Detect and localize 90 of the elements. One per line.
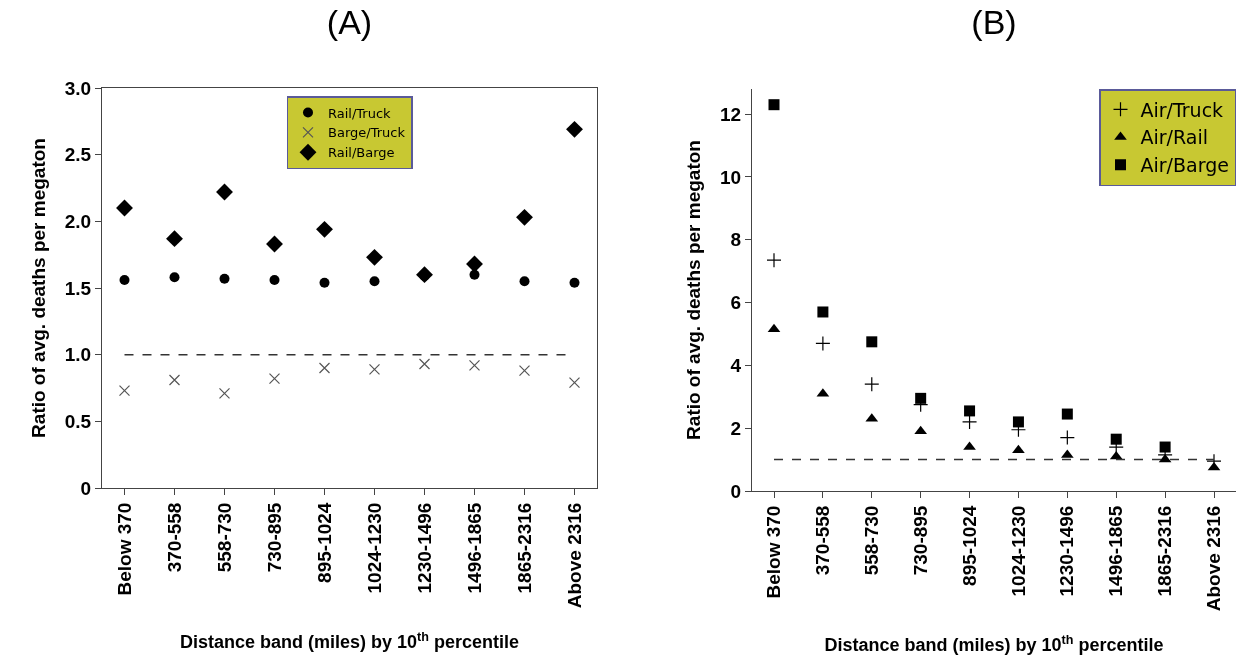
x-tick-label: Below 370 (763, 505, 785, 599)
x-tick-label: 895-1024 (958, 505, 980, 586)
legend-label: Air/Barge (1140, 154, 1229, 177)
x-tick-label: Below 370 (113, 502, 135, 596)
point (366, 248, 383, 266)
point (468, 359, 481, 371)
point (266, 235, 283, 253)
point (1061, 408, 1073, 420)
point (864, 376, 880, 392)
point (318, 362, 331, 374)
x-tick-label: 1496-1865 (1105, 505, 1127, 597)
x-tick-label: 895-1024 (313, 502, 335, 583)
point (268, 373, 281, 385)
x-axis-title: Distance band (miles) by 10$^{th}$ percentile (824, 632, 1164, 656)
point (316, 220, 333, 238)
chart-title: (A) (326, 2, 373, 41)
x-tick-label: Above 2316 (1203, 505, 1225, 612)
y-tick-label: 8 (730, 229, 742, 251)
point (168, 374, 181, 386)
x-tick-label: 1230-1496 (413, 502, 435, 594)
y-tick-label: 0.5 (64, 410, 92, 432)
y-tick-label: 4 (730, 355, 742, 377)
point (469, 269, 480, 280)
y-tick-label: 2.0 (64, 210, 92, 232)
y-tick-label: 2.5 (64, 144, 92, 166)
point (418, 358, 431, 370)
point (519, 276, 530, 287)
x-tick-label: 370-558 (163, 502, 185, 573)
legend-label: Rail/Truck (328, 105, 392, 121)
point (568, 377, 581, 389)
y-tick-label: 0 (80, 477, 92, 499)
y-tick-label: 3.0 (64, 77, 92, 99)
x-tick-label: 1024-1230 (1007, 505, 1029, 597)
point (767, 323, 781, 333)
point (116, 199, 133, 217)
x-tick-label: 1865-2316 (1154, 505, 1176, 597)
point (118, 385, 131, 397)
y-tick-label: 1.0 (64, 344, 92, 366)
point (1109, 450, 1123, 460)
legend-label: Rail/Barge (328, 145, 395, 161)
point (914, 425, 928, 435)
point (369, 276, 380, 287)
x-tick-label: 1024-1230 (363, 502, 385, 594)
point (569, 277, 580, 288)
x-tick-label: 1230-1496 (1056, 505, 1078, 597)
y-tick-label: 2 (730, 417, 742, 439)
point (216, 183, 233, 201)
point (166, 230, 183, 248)
y-tick-label: 12 (720, 103, 742, 125)
point (218, 387, 231, 399)
point (119, 275, 130, 285)
point (964, 405, 976, 417)
point (169, 272, 180, 283)
x-tick-label: 1865-2316 (513, 502, 535, 594)
point (961, 414, 978, 430)
y-tick-label: 1.5 (64, 277, 92, 299)
point (815, 335, 831, 351)
x-tick-label: 558-730 (213, 502, 235, 573)
legend-label: Air/Truck (1140, 98, 1224, 121)
y-axis-title: Ratio of avg. deaths per megaton (682, 140, 704, 440)
legend-label: Barge/Truck (328, 125, 406, 141)
x-tick-label: 370-558 (812, 505, 834, 576)
point (1059, 430, 1075, 446)
point (768, 99, 780, 111)
x-tick-label: 730-895 (263, 502, 285, 573)
point (1110, 433, 1122, 445)
x-tick-label: 730-895 (909, 505, 931, 576)
x-tick-label: 1496-1865 (463, 502, 485, 594)
y-tick-label: 0 (730, 480, 742, 502)
y-axis-title: Ratio of avg. deaths per megaton (27, 138, 49, 438)
point (518, 365, 531, 377)
point (1159, 441, 1171, 453)
point (817, 306, 829, 318)
point (219, 273, 230, 284)
point (1012, 416, 1024, 428)
y-tick-label: 6 (730, 292, 742, 314)
point (516, 208, 533, 226)
chart-title: (B) (971, 2, 1017, 41)
point (766, 252, 782, 268)
point (319, 277, 330, 288)
point (866, 336, 878, 348)
point (915, 392, 927, 404)
point (566, 120, 583, 138)
y-tick-label: 10 (720, 166, 742, 188)
point (269, 275, 280, 285)
x-tick-label: 558-730 (860, 505, 882, 576)
legend-label: Air/Rail (1140, 126, 1208, 149)
point (368, 363, 381, 375)
x-tick-label: Above 2316 (563, 502, 585, 609)
x-axis-title: Distance band (miles) by 10$^{th}$ percentile (179, 629, 520, 653)
